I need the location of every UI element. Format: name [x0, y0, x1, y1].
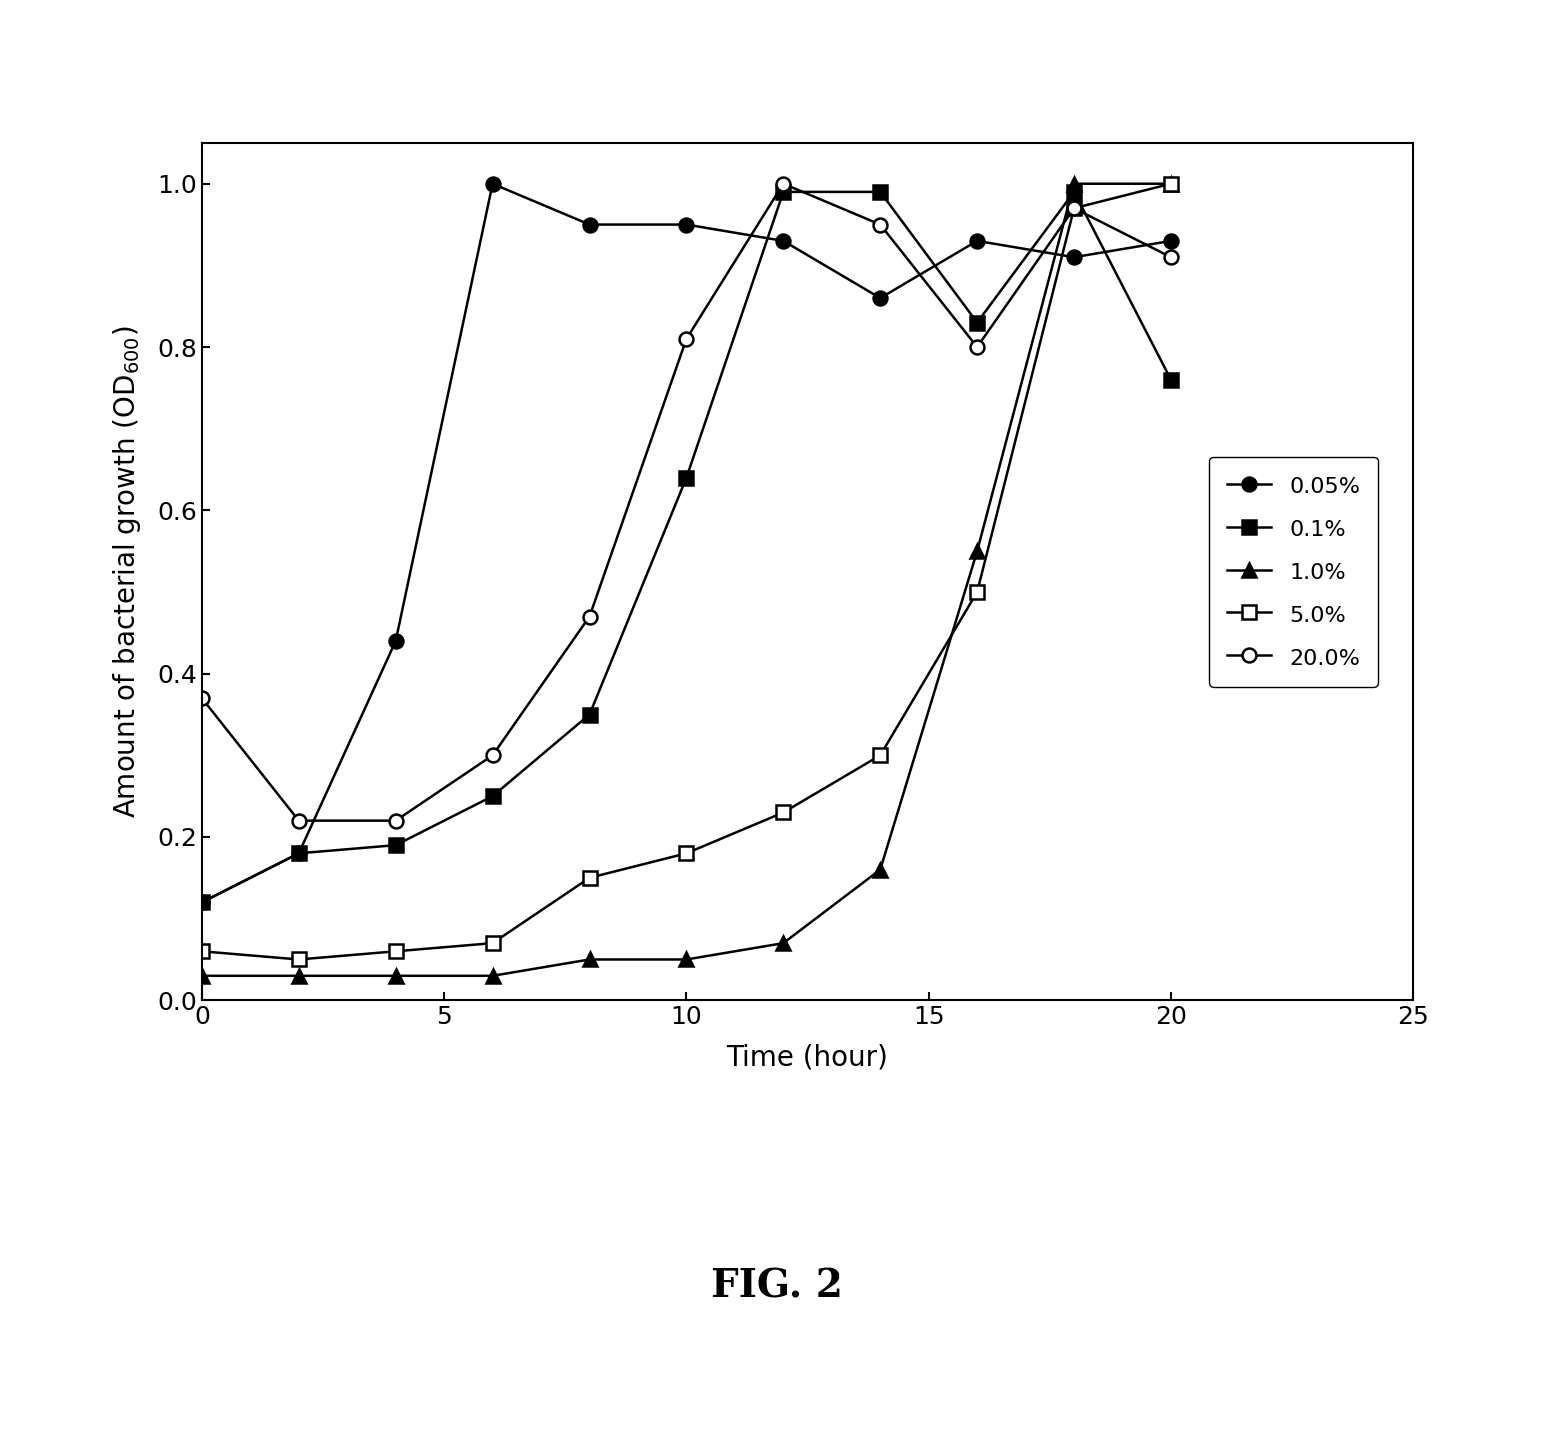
- 5.0%: [483, 935, 502, 952]
- 0.05%: [387, 633, 405, 650]
- 1.0%: [193, 967, 211, 985]
- 5.0%: [968, 583, 986, 600]
- 1.0%: [773, 935, 792, 952]
- 0.05%: [968, 233, 986, 250]
- 5.0%: [193, 943, 211, 960]
- 1.0%: [1162, 176, 1180, 193]
- Legend: 0.05%, 0.1%, 1.0%, 5.0%, 20.0%: 0.05%, 0.1%, 1.0%, 5.0%, 20.0%: [1210, 457, 1378, 686]
- 0.05%: [871, 290, 890, 307]
- 1.0%: [483, 967, 502, 985]
- 0.1%: [1162, 372, 1180, 389]
- 0.1%: [387, 836, 405, 853]
- X-axis label: Time (hour): Time (hour): [727, 1043, 888, 1072]
- 20.0%: [1065, 200, 1084, 217]
- 1.0%: [677, 950, 696, 967]
- Line: 5.0%: 5.0%: [196, 177, 1177, 966]
- 20.0%: [581, 607, 599, 624]
- 0.1%: [483, 787, 502, 805]
- 20.0%: [289, 812, 307, 829]
- 0.1%: [1065, 183, 1084, 200]
- 20.0%: [1162, 249, 1180, 266]
- 5.0%: [387, 943, 405, 960]
- 20.0%: [193, 690, 211, 707]
- 1.0%: [581, 950, 599, 967]
- 1.0%: [387, 967, 405, 985]
- 0.05%: [773, 233, 792, 250]
- 5.0%: [773, 805, 792, 822]
- Line: 1.0%: 1.0%: [196, 177, 1177, 983]
- Line: 0.1%: 0.1%: [196, 184, 1177, 909]
- 0.05%: [289, 845, 307, 862]
- 0.05%: [1065, 249, 1084, 266]
- 5.0%: [871, 747, 890, 765]
- 0.05%: [677, 216, 696, 233]
- 0.1%: [193, 893, 211, 910]
- 20.0%: [773, 176, 792, 193]
- 0.05%: [483, 176, 502, 193]
- 0.1%: [581, 706, 599, 723]
- 5.0%: [677, 845, 696, 862]
- 0.05%: [1162, 233, 1180, 250]
- 20.0%: [387, 812, 405, 829]
- 1.0%: [1065, 176, 1084, 193]
- 5.0%: [1162, 176, 1180, 193]
- Line: 0.05%: 0.05%: [196, 177, 1177, 909]
- 0.1%: [289, 845, 307, 862]
- 5.0%: [289, 950, 307, 967]
- 0.05%: [193, 893, 211, 910]
- 0.1%: [968, 314, 986, 332]
- 20.0%: [871, 216, 890, 233]
- Text: FIG. 2: FIG. 2: [711, 1268, 842, 1305]
- 1.0%: [289, 967, 307, 985]
- 20.0%: [483, 747, 502, 765]
- 1.0%: [871, 862, 890, 879]
- Y-axis label: Amount of bacterial growth (OD$_{600}$): Amount of bacterial growth (OD$_{600}$): [112, 326, 143, 817]
- Line: 20.0%: 20.0%: [196, 177, 1177, 827]
- 0.1%: [773, 183, 792, 200]
- 5.0%: [1065, 200, 1084, 217]
- 0.1%: [871, 183, 890, 200]
- 1.0%: [968, 543, 986, 560]
- 20.0%: [677, 330, 696, 347]
- 0.05%: [581, 216, 599, 233]
- 0.1%: [677, 469, 696, 486]
- 5.0%: [581, 869, 599, 886]
- 20.0%: [968, 339, 986, 356]
